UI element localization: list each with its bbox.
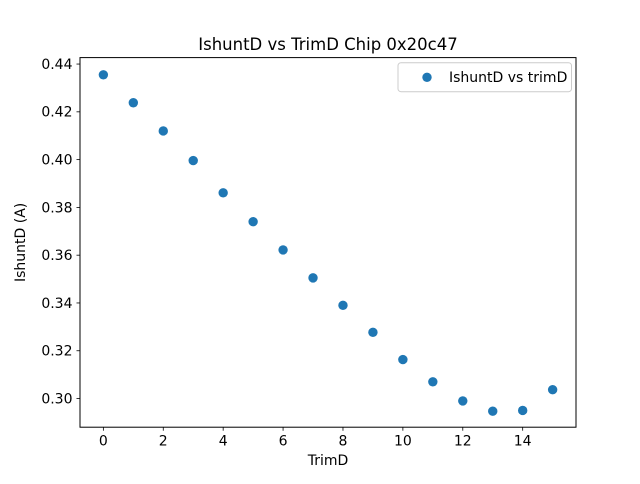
x-tick-label: 8 [339,434,348,450]
y-tick-label: 0.34 [41,296,72,312]
data-point [368,327,378,338]
legend-box [397,62,572,93]
data-point [308,273,318,283]
x-tick-label: 2 [159,434,168,450]
data-point [428,377,438,387]
data-point [338,300,348,311]
data-point [488,406,498,416]
y-tick-label: 0.44 [41,57,72,73]
y-tick-label: 0.30 [41,391,72,407]
y-tick-label: 0.32 [41,344,72,360]
data-point [458,396,468,406]
y-tick-label: 0.38 [41,200,72,216]
legend-label: IshuntD vs trimD [449,70,567,86]
data-point [248,217,258,227]
x-tick-label: 14 [514,434,532,450]
x-tick-label: 10 [394,434,412,450]
legend: IshuntD vs trimD [397,62,572,93]
y-axis-label: IshuntD (A) [13,203,29,282]
legend-marker-icon [422,72,432,83]
y-tick-label: 0.36 [41,248,72,264]
x-axis-label: TrimD [307,453,349,469]
data-point [517,405,528,416]
data-point [188,155,198,166]
chart-title: IshuntD vs TrimD Chip 0x20c47 [198,35,458,54]
data-point [98,70,109,80]
x-axis-ticks: 0 2 4 6 8 10 12 14 [99,427,532,450]
data-point [158,126,168,136]
x-tick-label: 4 [219,434,228,450]
y-tick-label: 0.42 [41,105,72,121]
scatter-series [98,70,558,416]
data-point [128,98,139,108]
data-point [398,354,408,365]
y-tick-label: 0.40 [41,153,72,169]
data-point [278,245,288,255]
plot-frame [79,57,577,428]
y-axis-ticks: 0.30 0.32 0.34 0.36 0.38 0.40 0.42 0.44 [41,57,80,407]
x-tick-label: 12 [454,434,472,450]
x-tick-label: 6 [279,434,288,450]
data-point [218,188,228,198]
x-tick-label: 0 [99,434,108,450]
data-point [547,384,558,395]
